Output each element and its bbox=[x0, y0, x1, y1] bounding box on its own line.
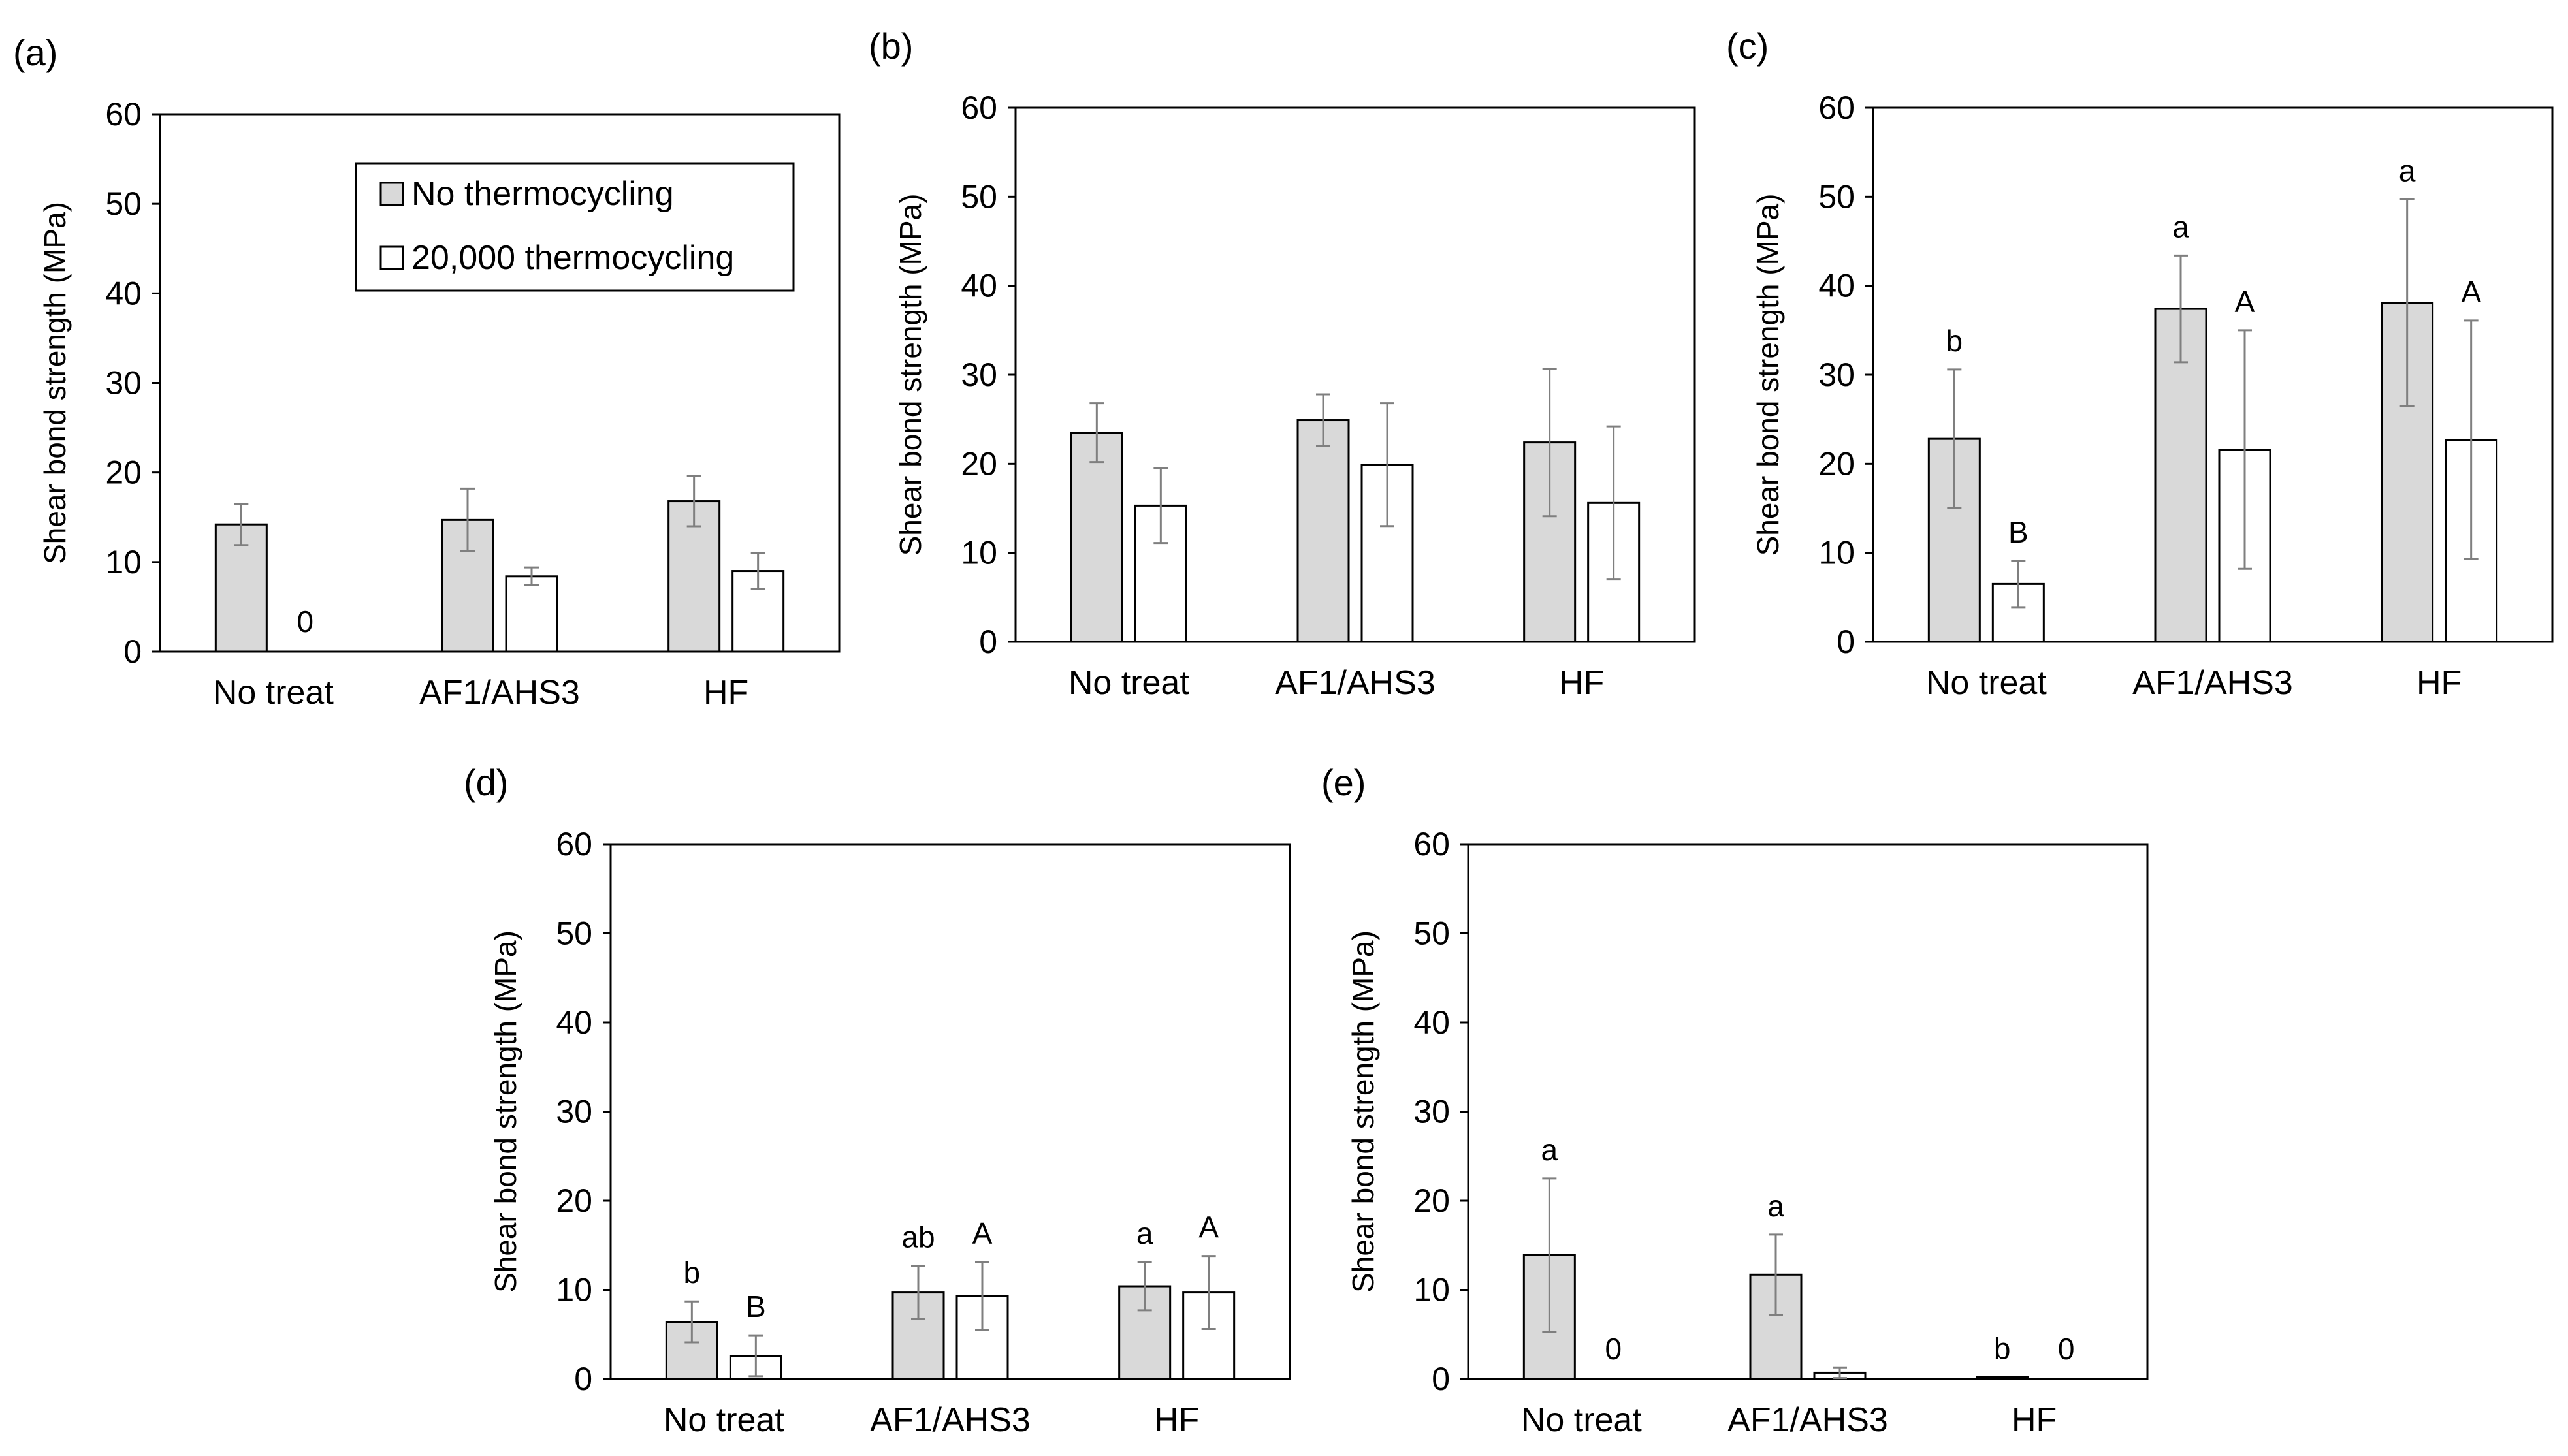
x-tick-label: AF1/AHS3 bbox=[1727, 1401, 1888, 1439]
y-tick-label: 50 bbox=[961, 178, 997, 215]
panel-label: (d) bbox=[464, 762, 508, 803]
chart-panel-e: (e) 0 10 20 30 40 50 60 Shear bond strength (MPa… bbox=[1321, 762, 2149, 1439]
significance-label: a bbox=[1767, 1189, 1784, 1223]
significance-label: a bbox=[2172, 210, 2189, 244]
y-tick-label: 0 bbox=[123, 633, 142, 670]
significance-label: a bbox=[2399, 153, 2416, 187]
y-axis-label: Shear bond strength (MPa) bbox=[38, 202, 72, 564]
y-tick-label: 10 bbox=[1818, 535, 1855, 571]
significance-label: 0 bbox=[1605, 1332, 1622, 1366]
y-tick-label: 40 bbox=[105, 275, 142, 311]
y-tick-label: 60 bbox=[556, 826, 592, 863]
y-tick-label: 0 bbox=[979, 624, 997, 660]
significance-label: A bbox=[2461, 275, 2481, 309]
x-tick-label: AF1/AHS3 bbox=[1275, 664, 1436, 702]
panel-label: (a) bbox=[13, 32, 57, 73]
legend: No thermocycling 20,000 thermocycling bbox=[355, 162, 795, 292]
significance-label: B bbox=[746, 1290, 766, 1323]
bar-thermocycling bbox=[505, 575, 558, 653]
y-tick-label: 20 bbox=[961, 445, 997, 482]
x-tick-label: HF bbox=[1154, 1401, 1199, 1439]
y-tick-label: 20 bbox=[105, 454, 142, 491]
x-tick-label: No treat bbox=[1521, 1401, 1643, 1439]
y-tick-label: 30 bbox=[105, 365, 142, 402]
y-tick-label: 20 bbox=[1818, 445, 1855, 482]
y-tick-label: 60 bbox=[105, 96, 142, 133]
y-tick-label: 0 bbox=[1837, 624, 1855, 660]
y-axis-label: Shear bond strength (MPa) bbox=[1751, 194, 1785, 556]
y-tick-label: 10 bbox=[961, 535, 997, 571]
significance-label: B bbox=[2008, 515, 2029, 549]
y-tick-label: 10 bbox=[105, 544, 142, 580]
y-tick-label: 20 bbox=[556, 1182, 592, 1219]
legend-entry: No thermocycling bbox=[411, 175, 674, 213]
legend-entry: 20,000 thermocycling bbox=[411, 239, 734, 277]
y-tick-label: 50 bbox=[556, 915, 592, 952]
panel-label: (b) bbox=[869, 25, 913, 67]
significance-label: A bbox=[972, 1216, 993, 1250]
y-tick-label: 30 bbox=[556, 1094, 592, 1130]
y-tick-label: 10 bbox=[1413, 1272, 1450, 1308]
bar-no-thermocycling bbox=[2154, 308, 2207, 643]
x-tick-label: AF1/AHS3 bbox=[870, 1401, 1031, 1439]
y-tick-label: 60 bbox=[1413, 826, 1450, 863]
chart-panel-a: (a) 0 10 20 30 40 50 60 Shear bond strength (MPa… bbox=[13, 32, 841, 712]
bar-no-thermocycling bbox=[1296, 419, 1350, 643]
significance-label: A bbox=[1198, 1211, 1219, 1244]
y-tick-label: 60 bbox=[961, 89, 997, 126]
y-tick-label: 40 bbox=[556, 1004, 592, 1041]
y-tick-label: 20 bbox=[1413, 1182, 1450, 1219]
significance-label: a bbox=[1541, 1133, 1558, 1167]
chart-panel-b: (b) 0 10 20 30 40 50 60 Shear bond strength (MPa… bbox=[869, 25, 1696, 702]
legend-swatch-no-thermocycling bbox=[379, 182, 404, 206]
chart-panel-c: (c) 0 10 20 30 40 50 60 Shear bond strength (MPa… bbox=[1726, 25, 2554, 702]
x-tick-label: No treat bbox=[1926, 664, 2047, 702]
significance-label: 0 bbox=[297, 605, 314, 639]
y-tick-label: 0 bbox=[1432, 1361, 1450, 1397]
bar-no-thermocycling bbox=[1070, 432, 1123, 643]
significance-label: a bbox=[1136, 1216, 1153, 1250]
legend-box bbox=[355, 162, 795, 292]
panel-label: (e) bbox=[1321, 762, 1366, 803]
significance-label: b bbox=[1946, 324, 1963, 358]
legend-swatch-thermocycling bbox=[379, 245, 404, 270]
y-tick-label: 40 bbox=[1413, 1004, 1450, 1041]
y-tick-label: 30 bbox=[961, 356, 997, 393]
y-tick-label: 50 bbox=[1818, 178, 1855, 215]
x-tick-label: No treat bbox=[664, 1401, 785, 1439]
x-tick-label: HF bbox=[2012, 1401, 2057, 1439]
y-tick-label: 10 bbox=[556, 1272, 592, 1308]
x-tick-label: HF bbox=[703, 674, 748, 712]
x-tick-label: AF1/AHS3 bbox=[2132, 664, 2293, 702]
x-tick-label: No treat bbox=[1068, 664, 1190, 702]
y-tick-label: 50 bbox=[105, 185, 142, 222]
significance-label: 0 bbox=[2058, 1332, 2075, 1366]
x-tick-label: AF1/AHS3 bbox=[419, 674, 580, 712]
y-tick-label: 50 bbox=[1413, 915, 1450, 952]
x-tick-label: No treat bbox=[213, 674, 334, 712]
y-axis-label: Shear bond strength (MPa) bbox=[893, 194, 927, 556]
significance-label: b bbox=[1994, 1331, 2011, 1365]
y-tick-label: 40 bbox=[1818, 268, 1855, 304]
significance-label: ab bbox=[901, 1220, 935, 1254]
y-axis-label: Shear bond strength (MPa) bbox=[1346, 930, 1380, 1293]
y-tick-label: 30 bbox=[1413, 1094, 1450, 1130]
x-tick-label: HF bbox=[1559, 664, 1604, 702]
x-tick-label: HF bbox=[2416, 664, 2462, 702]
significance-label: A bbox=[2235, 285, 2255, 319]
y-tick-label: 60 bbox=[1818, 89, 1855, 126]
panel-label: (c) bbox=[1726, 25, 1769, 67]
y-tick-label: 40 bbox=[961, 268, 997, 304]
y-axis-label: Shear bond strength (MPa) bbox=[489, 930, 522, 1293]
y-tick-label: 0 bbox=[574, 1361, 592, 1397]
chart-panel-d: (d) 0 10 20 30 40 50 60 Shear bond strength (MPa… bbox=[464, 762, 1291, 1439]
bar-no-thermocycling bbox=[1976, 1376, 2029, 1380]
significance-label: b bbox=[684, 1256, 701, 1290]
y-tick-label: 30 bbox=[1818, 356, 1855, 393]
